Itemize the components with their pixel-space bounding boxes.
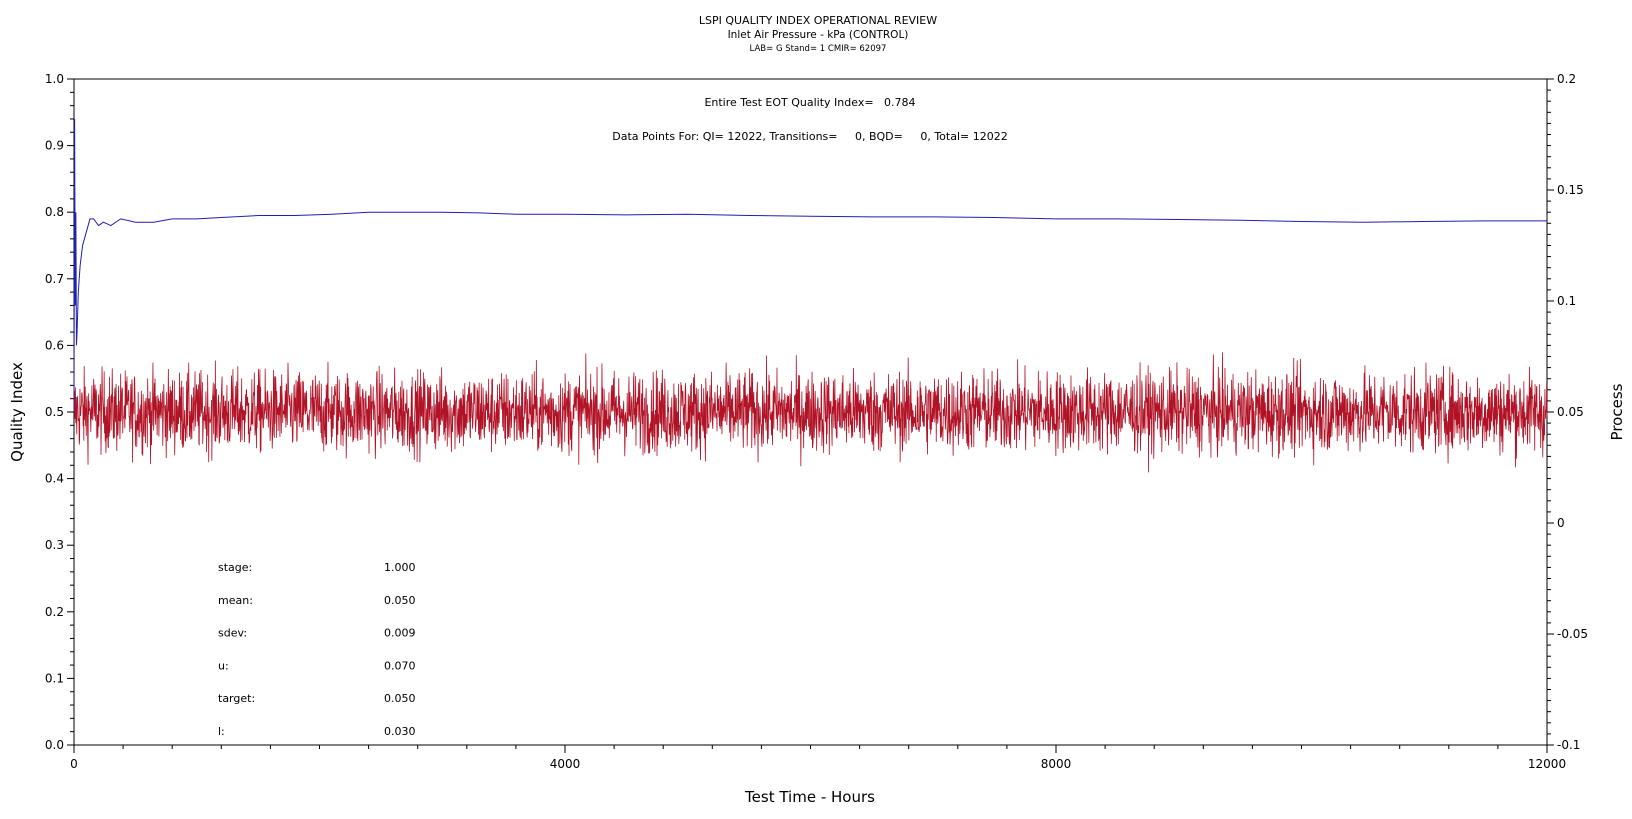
stat-value: 0.050	[384, 594, 416, 607]
x-axis-ticks: 0 4000 8000 12000	[70, 745, 1566, 771]
left-axis-ticks: 0.0 0.1 0.2 0.3 0.4 0.5 0.6 0.7 0.8 0.9 1.0	[45, 72, 74, 752]
quality-index-line	[73, 118, 1547, 413]
stat-label: sdev:	[218, 627, 247, 640]
right-axis-ticks: -0.1 -0.05 0 0.05 0.1 0.15 0.2	[1547, 72, 1588, 752]
y-axis-label: Quality Index	[8, 362, 26, 462]
process-line	[73, 352, 1548, 473]
chart-subtitle-2: LAB= G Stand= 1 CMIR= 62097	[750, 44, 887, 54]
stat-label: mean:	[218, 594, 253, 607]
eot-quality-index-annotation: Entire Test EOT Quality Index= 0.784	[704, 96, 915, 109]
stat-value: 0.030	[384, 725, 416, 738]
chart-subtitle: Inlet Air Pressure - kPa (CONTROL)	[728, 29, 909, 41]
left-tick-label: 0.7	[45, 272, 64, 286]
stat-value: 0.009	[384, 627, 416, 640]
left-tick-label: 0.1	[45, 671, 64, 685]
stat-value: 1.000	[384, 561, 416, 574]
y2-axis-label: Process	[1608, 383, 1626, 440]
x-tick-label: 12000	[1528, 757, 1566, 771]
left-tick-label: 0.9	[45, 139, 64, 153]
left-tick-label: 1.0	[45, 72, 64, 86]
left-tick-label: 0.8	[45, 205, 64, 219]
left-tick-label: 0.0	[45, 738, 64, 752]
stat-label: stage:	[218, 561, 252, 574]
process-series	[73, 352, 1548, 473]
right-tick-label: 0.15	[1557, 183, 1584, 197]
right-tick-label: 0.2	[1557, 72, 1576, 86]
left-tick-label: 0.2	[45, 605, 64, 619]
right-tick-label: 0.05	[1557, 405, 1584, 419]
stat-label: target:	[218, 692, 255, 705]
chart-title: LSPI QUALITY INDEX OPERATIONAL REVIEW	[699, 14, 937, 27]
left-tick-label: 0.4	[45, 472, 64, 486]
left-tick-label: 0.3	[45, 538, 64, 552]
x-tick-label: 8000	[1041, 757, 1072, 771]
right-tick-label: -0.05	[1557, 627, 1588, 641]
x-axis-label: Test Time - Hours	[744, 788, 875, 806]
right-tick-label: 0.1	[1557, 294, 1576, 308]
right-tick-label: -0.1	[1557, 738, 1580, 752]
left-tick-label: 0.5	[45, 405, 64, 419]
x-tick-label: 0	[70, 757, 78, 771]
right-tick-label: 0	[1557, 516, 1565, 530]
data-points-annotation: Data Points For: QI= 12022, Transitions=…	[612, 130, 1007, 143]
left-tick-label: 0.6	[45, 338, 64, 352]
stat-value: 0.070	[384, 659, 416, 672]
stat-value: 0.050	[384, 692, 416, 705]
stat-label: u:	[218, 659, 229, 672]
x-tick-label: 4000	[550, 757, 581, 771]
stat-label: l:	[218, 725, 225, 738]
stats-block: stage: 1.000 mean: 0.050 sdev: 0.009 u: 0.070 ta…	[218, 561, 416, 738]
